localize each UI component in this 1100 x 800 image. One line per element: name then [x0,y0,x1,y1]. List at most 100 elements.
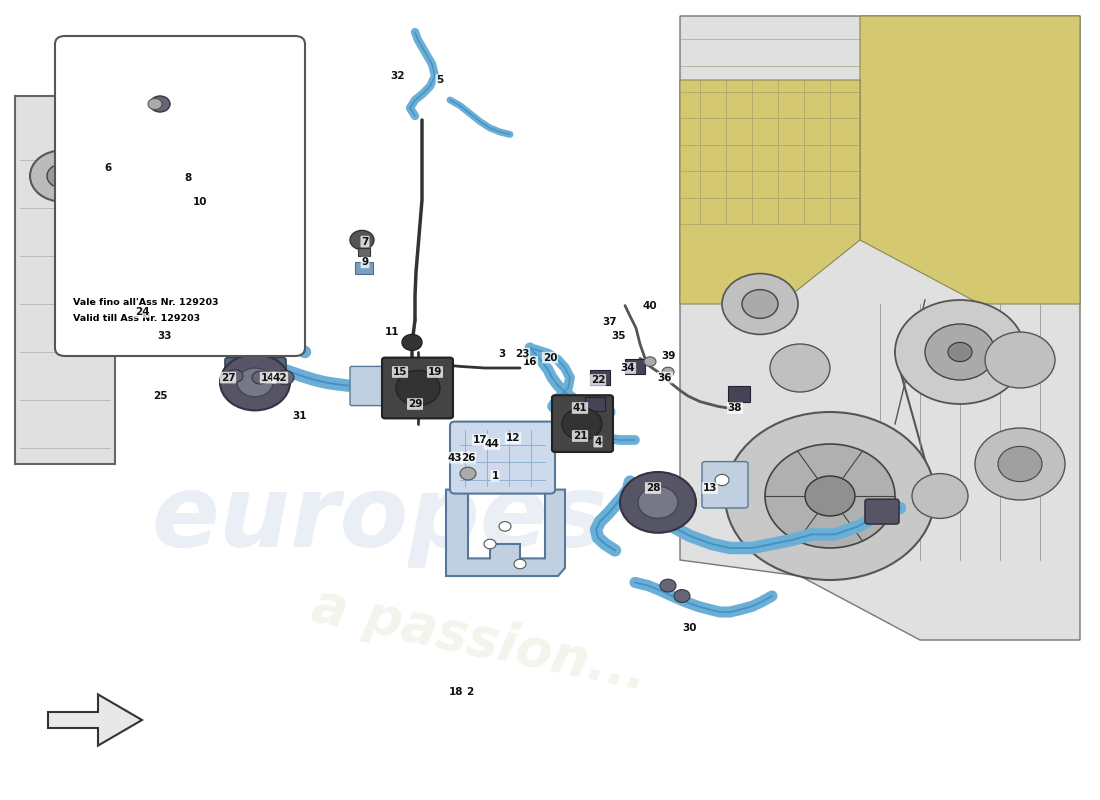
Polygon shape [860,16,1080,304]
Text: 18: 18 [449,687,463,697]
Circle shape [975,428,1065,500]
Bar [625,359,645,374]
Circle shape [674,590,690,602]
Text: 22: 22 [591,375,605,385]
Circle shape [805,476,855,516]
Circle shape [460,467,476,480]
Circle shape [638,486,678,518]
Circle shape [104,211,125,227]
Text: 36: 36 [658,373,672,382]
Text: 6: 6 [104,163,111,173]
Circle shape [227,370,243,382]
Circle shape [499,522,512,531]
Text: Valid till Ass Nr. 129203: Valid till Ass Nr. 129203 [73,314,200,322]
Circle shape [742,290,778,318]
Circle shape [220,354,290,410]
Text: 41: 41 [573,403,587,413]
Text: 28: 28 [646,483,660,493]
Bar [355,262,373,274]
Text: 26: 26 [461,453,475,462]
Text: 43: 43 [448,453,462,462]
FancyBboxPatch shape [865,499,899,524]
Text: 42: 42 [273,373,287,382]
FancyBboxPatch shape [450,422,556,494]
Text: 33: 33 [157,331,173,341]
Text: 7: 7 [361,237,368,246]
Circle shape [620,472,696,533]
Circle shape [562,408,602,440]
FancyBboxPatch shape [55,36,305,356]
Polygon shape [446,490,565,576]
Text: 11: 11 [385,327,399,337]
Text: 10: 10 [192,197,207,206]
FancyBboxPatch shape [702,462,748,508]
Text: 24: 24 [134,307,150,317]
Text: 14: 14 [261,373,275,382]
Text: 39: 39 [661,351,675,361]
FancyBboxPatch shape [552,395,613,452]
Circle shape [236,368,273,397]
Text: 30: 30 [683,623,697,633]
Circle shape [764,444,895,548]
Circle shape [276,370,294,385]
Text: 23: 23 [515,349,529,358]
Text: 2: 2 [466,687,474,697]
Circle shape [925,324,996,380]
Text: 19: 19 [428,367,442,377]
Text: 3: 3 [498,349,506,358]
Bar [590,370,610,385]
Text: 40: 40 [642,301,658,310]
Circle shape [350,230,374,250]
Text: 31: 31 [293,411,307,421]
FancyBboxPatch shape [226,358,286,394]
Text: 12: 12 [506,434,520,443]
FancyBboxPatch shape [350,366,384,406]
Circle shape [402,334,422,350]
FancyBboxPatch shape [630,482,684,515]
Text: 15: 15 [393,367,407,377]
Circle shape [998,446,1042,482]
Circle shape [514,559,526,569]
Text: 37: 37 [603,317,617,326]
Circle shape [396,370,440,406]
Text: 17: 17 [473,435,487,445]
Circle shape [984,332,1055,388]
Circle shape [912,474,968,518]
Text: a passion...: a passion... [307,579,652,701]
Text: 4: 4 [594,437,602,446]
Text: 13: 13 [703,483,717,493]
Text: 27: 27 [221,373,235,382]
Text: 20: 20 [542,353,558,362]
Bar [585,397,605,411]
Text: 1: 1 [492,471,498,481]
Circle shape [30,150,94,202]
Text: 8: 8 [185,173,191,182]
Circle shape [662,367,674,377]
Circle shape [47,164,77,188]
Polygon shape [680,80,860,304]
Text: Vale fino all'Ass Nr. 129203: Vale fino all'Ass Nr. 129203 [73,298,219,306]
Text: 16: 16 [522,357,537,366]
Text: 34: 34 [620,363,636,373]
Text: 32: 32 [390,71,405,81]
Circle shape [895,300,1025,404]
Text: 21: 21 [573,431,587,441]
Bar [358,248,370,256]
Text: 5: 5 [437,75,443,85]
Polygon shape [48,694,142,746]
Circle shape [252,371,268,384]
Text: 44: 44 [485,439,499,449]
Text: 35: 35 [612,331,626,341]
Circle shape [948,342,972,362]
Circle shape [660,579,676,592]
FancyBboxPatch shape [15,96,116,464]
Polygon shape [680,16,1080,640]
Circle shape [770,344,830,392]
Text: 25: 25 [153,391,167,401]
Bar [728,386,750,402]
Circle shape [715,474,729,486]
Circle shape [725,412,935,580]
Text: 9: 9 [362,258,369,267]
Circle shape [148,98,162,110]
Text: 38: 38 [728,403,743,413]
